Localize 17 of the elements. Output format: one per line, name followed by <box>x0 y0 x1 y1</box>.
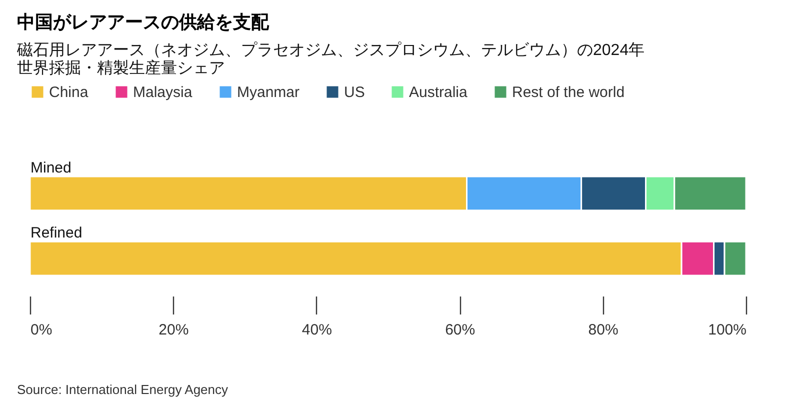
legend-label: China <box>49 84 89 101</box>
legend-label: Rest of the world <box>512 84 625 101</box>
legend-label: Australia <box>409 84 468 101</box>
legend-label: US <box>344 84 365 101</box>
legend-label: Malaysia <box>133 84 193 101</box>
x-tick-label: 60% <box>445 322 476 338</box>
x-tick-label: 0% <box>30 322 52 338</box>
y-tick-label: Refined <box>30 224 82 242</box>
x-tick-label: 80% <box>588 322 618 338</box>
chart-subtitle: 磁石用レアアース（ネオジム、プラセオジム、ジスプロシウム、テルビウム）の2024年世界採掘・精製生産量シェア <box>16 41 645 77</box>
y-tick-label: Mined <box>30 159 72 176</box>
x-tick-label: 100% <box>708 322 746 338</box>
x-tick-label: 20% <box>158 322 189 338</box>
source-note: Source: International Energy Agency <box>17 382 229 397</box>
legend-label: Myanmar <box>237 84 300 101</box>
x-tick-label: 40% <box>302 322 332 338</box>
chart-title: 中国がレアアースの供給を支配 <box>17 12 270 32</box>
